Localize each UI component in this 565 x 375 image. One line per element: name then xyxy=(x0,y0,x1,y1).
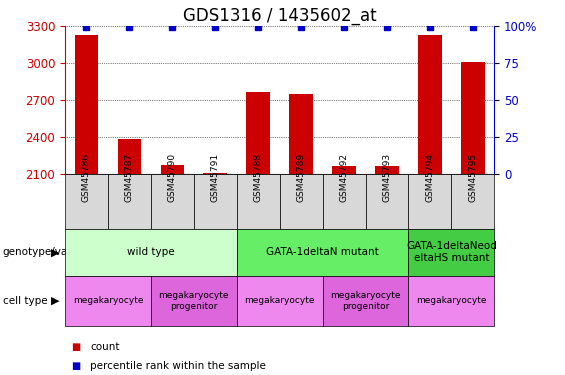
Text: megakaryocyte
progenitor: megakaryocyte progenitor xyxy=(159,291,229,310)
Text: GSM45795: GSM45795 xyxy=(468,152,477,202)
Bar xyxy=(118,139,141,375)
Bar xyxy=(160,165,184,375)
Bar xyxy=(203,173,227,375)
Text: GSM45793: GSM45793 xyxy=(383,152,392,202)
Bar xyxy=(289,94,313,375)
Title: GDS1316 / 1435602_at: GDS1316 / 1435602_at xyxy=(183,7,376,25)
Text: GSM45788: GSM45788 xyxy=(254,152,263,202)
Text: count: count xyxy=(90,342,120,352)
Bar xyxy=(246,92,270,375)
Text: GSM45791: GSM45791 xyxy=(211,152,220,202)
Text: GSM45790: GSM45790 xyxy=(168,152,177,202)
Text: genotype/variation: genotype/variation xyxy=(3,247,102,257)
Text: GATA-1deltaN mutant: GATA-1deltaN mutant xyxy=(266,247,379,257)
Text: GSM45794: GSM45794 xyxy=(425,153,434,202)
Bar xyxy=(461,62,485,375)
Text: ▶: ▶ xyxy=(51,296,59,306)
Bar xyxy=(75,35,98,375)
Text: ■: ■ xyxy=(71,342,80,352)
Bar xyxy=(332,166,356,375)
Text: wild type: wild type xyxy=(127,247,175,257)
Text: ■: ■ xyxy=(71,361,80,370)
Text: percentile rank within the sample: percentile rank within the sample xyxy=(90,361,266,370)
Text: GSM45786: GSM45786 xyxy=(82,152,91,202)
Text: GSM45787: GSM45787 xyxy=(125,152,134,202)
Text: megakaryocyte: megakaryocyte xyxy=(416,296,486,305)
Text: megakaryocyte
progenitor: megakaryocyte progenitor xyxy=(331,291,401,310)
Text: megakaryocyte: megakaryocyte xyxy=(245,296,315,305)
Text: megakaryocyte: megakaryocyte xyxy=(73,296,143,305)
Text: GATA-1deltaNeod
eltaHS mutant: GATA-1deltaNeod eltaHS mutant xyxy=(406,242,497,263)
Bar xyxy=(418,35,442,375)
Bar xyxy=(375,166,399,375)
Text: GSM45789: GSM45789 xyxy=(297,152,306,202)
Text: cell type: cell type xyxy=(3,296,47,306)
Text: ▶: ▶ xyxy=(51,247,59,257)
Text: GSM45792: GSM45792 xyxy=(340,153,349,202)
